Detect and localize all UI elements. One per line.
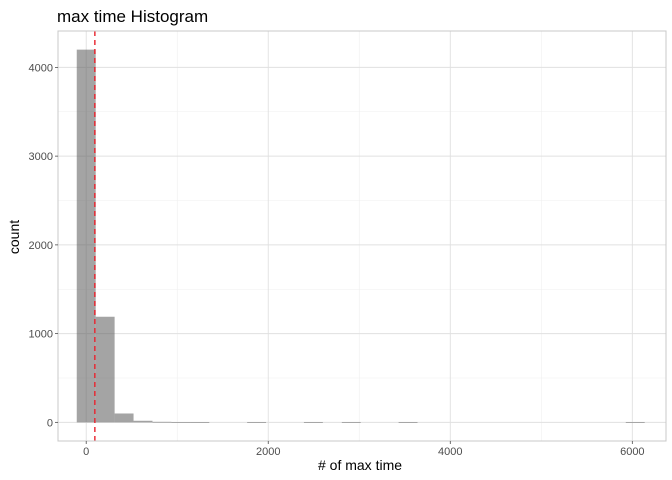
y-tick-label: 2000 [29,240,53,252]
x-tick-label: 0 [83,446,89,458]
y-tick-label: 4000 [29,62,53,74]
plot-panel-border [57,30,667,442]
histogram-bar [114,413,134,423]
y-tick-label: 3000 [29,151,53,163]
x-tick-label: 6000 [620,446,644,458]
histogram-bar [625,422,645,423]
x-tick-label: 2000 [256,446,280,458]
y-tick-label: 0 [47,417,53,429]
grid-lines [58,31,666,441]
x-axis-title: # of max time [318,457,402,473]
histogram-bar [190,422,210,423]
x-tick-label: 4000 [438,446,462,458]
y-axis-ticks: 0 1000 2000 3000 4000 [29,62,58,429]
histogram-bar [341,422,361,423]
histogram-bar [303,422,323,423]
histogram-bar [398,422,418,423]
y-axis-title: count [6,220,22,254]
histogram-bar [247,422,267,423]
histogram-bar [171,422,191,423]
histogram-bar [76,49,96,423]
histogram-bars [76,49,645,423]
histogram-bar [133,420,153,423]
histogram-bar [152,421,172,423]
chart-title: max time Histogram [57,7,208,26]
x-axis-ticks: 0 2000 4000 6000 [83,441,645,458]
y-tick-label: 1000 [29,329,53,341]
histogram-bar [95,316,115,423]
